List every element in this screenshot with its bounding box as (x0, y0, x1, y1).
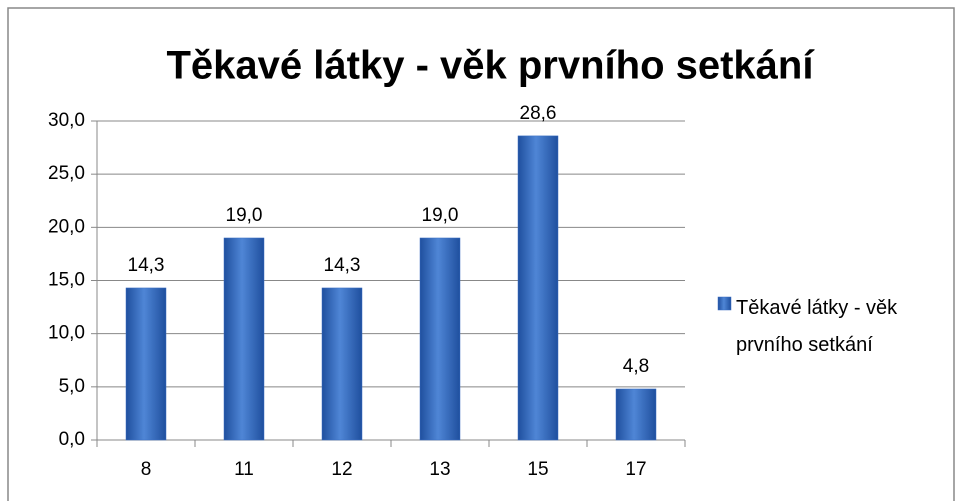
y-tick-label: 25,0 (48, 163, 85, 184)
data-label: 28,6 (520, 103, 557, 124)
bar (321, 287, 363, 441)
chart-title: Těkavé látky - věk prvního setkání (167, 44, 816, 88)
y-tick-label: 30,0 (48, 110, 85, 131)
data-label: 4,8 (623, 356, 649, 377)
x-tick-label: 12 (331, 459, 352, 480)
legend-label: Těkavé látky - věk prvního setkání (736, 297, 898, 356)
x-tick-label: 13 (429, 459, 450, 480)
bar (615, 388, 657, 441)
x-tick-label: 11 (234, 459, 254, 480)
y-tick-label: 10,0 (48, 323, 85, 344)
y-tick-label: 15,0 (48, 270, 85, 291)
data-label: 14,3 (324, 255, 361, 276)
x-tick-label: 8 (141, 459, 152, 480)
y-tick-label: 0,0 (59, 429, 85, 450)
bar (125, 287, 167, 441)
bar (223, 237, 265, 441)
bar (419, 237, 461, 441)
y-tick-label: 5,0 (59, 376, 85, 397)
data-label: 19,0 (422, 205, 459, 226)
bar (517, 135, 559, 441)
x-tick-label: 15 (527, 459, 548, 480)
data-label: 19,0 (226, 205, 263, 226)
y-tick-label: 20,0 (48, 216, 85, 237)
legend-swatch (717, 296, 732, 311)
data-label: 14,3 (128, 255, 165, 276)
x-tick-label: 17 (625, 459, 646, 480)
